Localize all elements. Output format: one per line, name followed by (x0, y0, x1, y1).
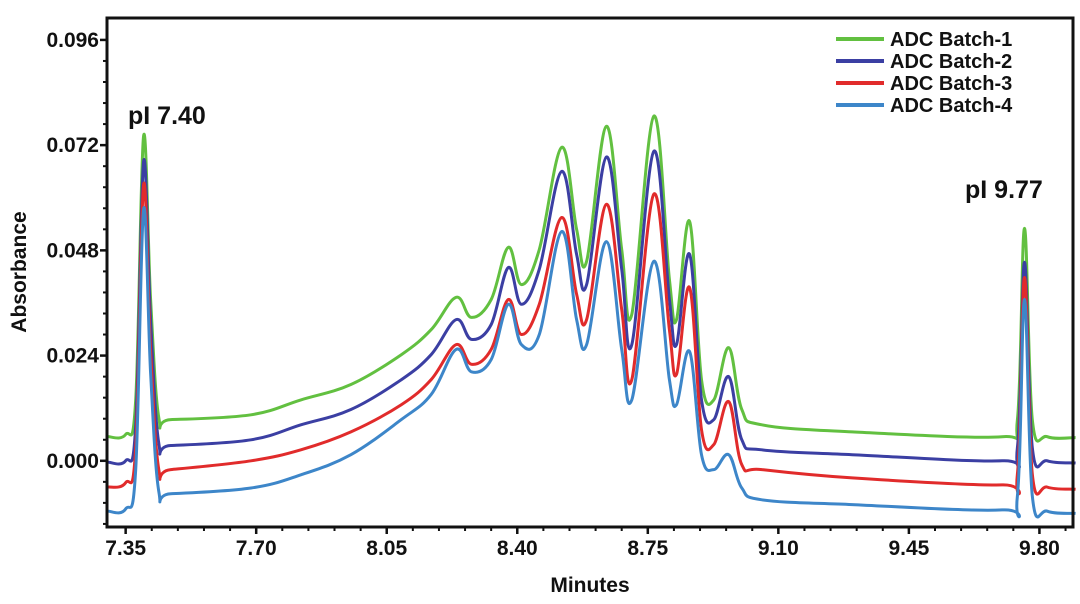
x-tick-label: 8.75 (627, 537, 668, 560)
x-tick-label: 7.70 (236, 537, 277, 560)
y-tick-label: 0.048 (46, 239, 99, 262)
series-layer (107, 114, 1076, 519)
legend-label-batch-2: ADC Batch-2 (890, 51, 1012, 73)
y-tick-label: 0.072 (46, 134, 99, 157)
y-tick-label: 0.000 (46, 450, 99, 473)
legend-label-batch-1: ADC Batch-1 (890, 29, 1012, 51)
x-tick-label: 7.35 (105, 537, 146, 560)
series-line-batch-3 (107, 181, 1076, 496)
x-tick-label: 9.80 (1019, 537, 1060, 560)
x-tick-label: 9.45 (888, 537, 929, 560)
y-axis-label: Absorbance (8, 211, 31, 332)
legend-label-batch-4: ADC Batch-4 (890, 95, 1013, 117)
plot-frame (105, 16, 1075, 529)
series-line-batch-1 (107, 114, 1076, 443)
legend-label-batch-3: ADC Batch-3 (890, 73, 1012, 95)
annotation-pi-9-77: pI 9.77 (965, 176, 1043, 204)
series-line-batch-2 (107, 149, 1076, 469)
x-tick-label: 8.40 (497, 537, 538, 560)
y-tick-label: 0.096 (46, 29, 99, 52)
ticks-layer: 0.000 0.024 0.048 0.072 0.096 7.35 7.70 8.05 8.4… (46, 29, 1067, 560)
annotation-pi-7-40: pI 7.40 (128, 102, 206, 130)
series-line-batch-4 (107, 206, 1076, 519)
x-axis-label: Minutes (550, 574, 629, 597)
y-tick-label: 0.024 (46, 345, 99, 368)
x-tick-label: 9.10 (758, 537, 799, 560)
x-tick-label: 8.05 (366, 537, 407, 560)
